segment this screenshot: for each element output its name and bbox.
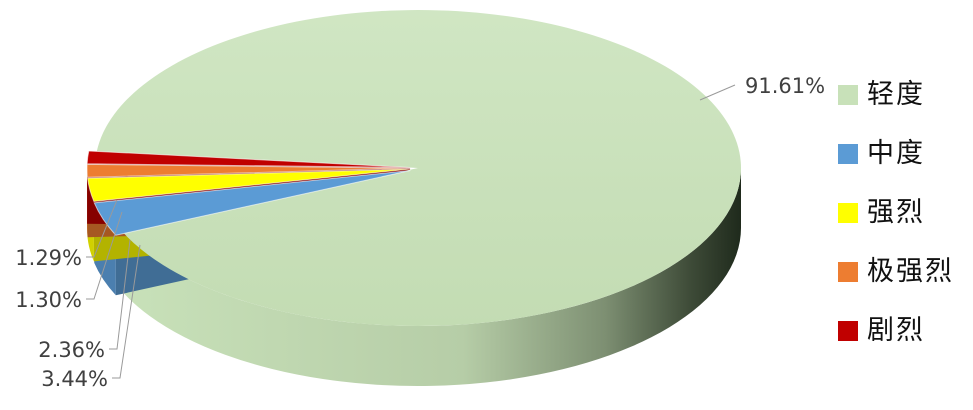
legend-label-extreme: 极强烈 (867, 256, 954, 287)
pie-slice-severe (86, 150, 411, 168)
legend-swatch-extreme (838, 261, 858, 282)
pie-slice-mild (96, 10, 741, 327)
legend-swatch-severe (838, 320, 858, 341)
pie-slice-extreme (86, 163, 411, 178)
legend: 轻度 中度 强烈 极强烈 剧烈 (838, 80, 968, 375)
legend-swatch-mild (838, 84, 858, 105)
legend-swatch-strong (838, 202, 858, 223)
leader-line-mild (699, 84, 736, 101)
leader-line-severe (86, 199, 118, 258)
legend-label-strong: 强烈 (867, 197, 925, 228)
data-label-severe: 1.29% (15, 246, 82, 270)
legend-swatch-moderate (838, 143, 858, 164)
pie-top-layer (86, 10, 741, 327)
pie-labels-layer: 91.61% 3.44% 2.36% 1.30% 1.29% (15, 74, 825, 391)
data-label-extreme: 1.30% (15, 288, 82, 312)
data-label-mild: 91.61% (745, 74, 825, 98)
legend-label-mild: 轻度 (867, 79, 925, 110)
data-label-strong: 2.36% (38, 338, 105, 362)
legend-item-severe: 剧烈 (838, 316, 968, 345)
legend-item-mild: 轻度 (838, 80, 968, 109)
pie-slice-moderate (93, 169, 411, 236)
legend-label-severe: 剧烈 (867, 315, 925, 346)
data-label-moderate: 3.44% (41, 367, 108, 391)
legend-item-strong: 强烈 (838, 198, 968, 227)
pie-side-mild (123, 168, 742, 387)
legend-item-moderate: 中度 (838, 139, 968, 168)
leader-line-extreme (86, 211, 123, 300)
leader-line-moderate (112, 244, 141, 379)
pie-slice-strong (87, 168, 411, 202)
leader-line-strong (109, 239, 131, 350)
legend-item-extreme: 极强烈 (838, 257, 968, 286)
legend-label-moderate: 中度 (867, 138, 925, 169)
